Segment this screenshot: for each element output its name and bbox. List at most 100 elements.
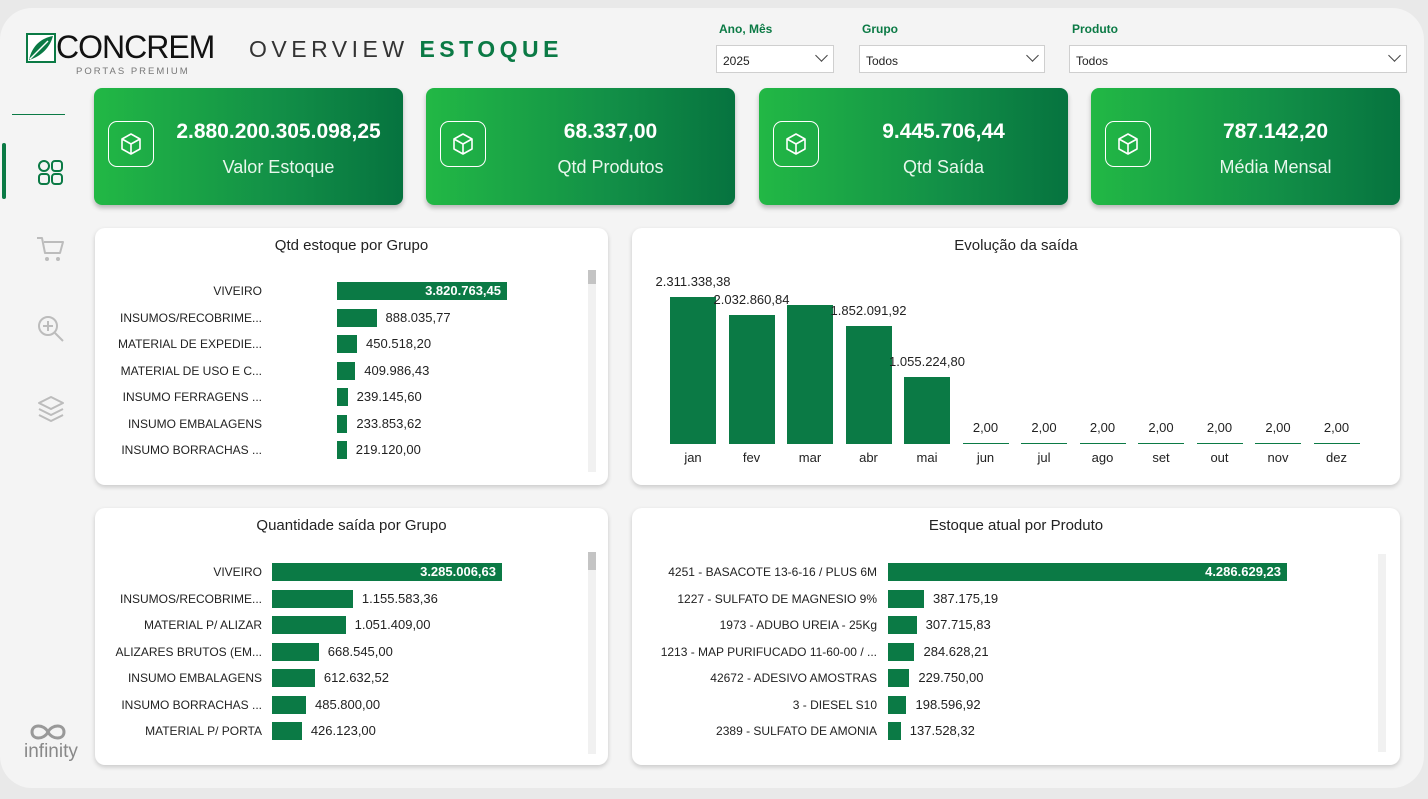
bar-value-label: 2,00 — [1089, 419, 1116, 435]
filter-value: Todos — [866, 54, 899, 68]
kpi-card-media-mensal: 787.142,20 Média Mensal — [1091, 88, 1400, 205]
scrollbar-thumb[interactable] — [588, 552, 596, 570]
filter-value: Todos — [1076, 54, 1109, 68]
bar-value-label: 219.120,00 — [355, 442, 421, 457]
bar[interactable] — [337, 414, 348, 433]
bar[interactable] — [888, 616, 917, 634]
filter-select-grupo[interactable]: Todos — [859, 45, 1045, 73]
axis-tick-label: fev — [742, 450, 761, 465]
bar-value-label: 3.285.006,63 — [420, 564, 496, 579]
bar[interactable] — [845, 326, 892, 444]
bar[interactable] — [337, 361, 356, 380]
bar-value-label: 233.853,62 — [356, 415, 422, 431]
layers-icon[interactable] — [36, 394, 66, 424]
kpi-label: Valor Estoque — [222, 157, 335, 177]
bar[interactable] — [670, 297, 716, 444]
bar[interactable] — [888, 695, 907, 714]
kpi-card-qtd-produtos: 68.337,00 Qtd Produtos — [426, 88, 735, 205]
bar-value-label: 2.311.338,38 — [655, 274, 731, 289]
bar[interactable] — [1138, 442, 1184, 444]
axis-tick-label: set — [1152, 450, 1170, 465]
filter-label-grupo: Grupo — [862, 22, 898, 36]
bar[interactable] — [337, 441, 347, 459]
bar[interactable] — [1313, 442, 1360, 444]
zoom-in-icon[interactable] — [36, 314, 66, 344]
kpi-label: Qtd Produtos — [557, 157, 664, 177]
scrollbar[interactable] — [588, 552, 596, 754]
bar[interactable] — [337, 282, 507, 300]
kpi-card-qtd-saida: 9.445.706,44 Qtd Saída — [759, 88, 1068, 205]
bar[interactable] — [272, 563, 502, 581]
axis-tick-label: mai — [916, 450, 938, 465]
bar-value-label: 137.528,32 — [909, 723, 975, 738]
bar[interactable] — [1079, 442, 1126, 444]
box-icon — [440, 121, 486, 167]
scrollbar[interactable] — [1378, 554, 1386, 752]
chart-card-estoque-grupo: Qtd estoque por Grupo VIVEIRO 3.820.763,4… — [95, 228, 608, 485]
axis-tick-label: abr — [859, 450, 878, 465]
bar[interactable] — [888, 642, 915, 661]
bar[interactable] — [1021, 442, 1067, 444]
bar-value-label: 1.055.224,80 — [889, 353, 965, 369]
bar[interactable] — [1255, 442, 1301, 444]
bar[interactable] — [888, 669, 910, 687]
filter-select-ano-mes[interactable]: 2025 — [716, 45, 834, 73]
bar-value-label: 2,00 — [1323, 419, 1350, 435]
axis-tick-label: dez — [1326, 450, 1347, 465]
bar-category-label: ALIZARES BRUTOS (EM... — [115, 644, 262, 659]
bar[interactable] — [272, 669, 315, 687]
kpi-card-valor-estoque: 2.880.200.305.098,25 Valor Estoque — [94, 88, 403, 205]
axis-tick-label: jun — [976, 450, 995, 465]
bar[interactable] — [272, 722, 302, 740]
cart-icon[interactable] — [36, 234, 66, 264]
bar-value-label: 2.032.860,84 — [713, 291, 790, 307]
bar[interactable] — [337, 308, 377, 327]
bar-category-label: 3 - DIESEL S10 — [792, 697, 877, 712]
bar[interactable] — [904, 376, 950, 444]
bar-category-label: MATERIAL DE EXPEDIE... — [117, 337, 262, 351]
bar[interactable] — [272, 589, 353, 608]
box-icon — [773, 121, 819, 167]
scrollbar-thumb[interactable] — [588, 270, 596, 284]
bar[interactable] — [337, 388, 348, 406]
dashboard-grid-icon[interactable] — [36, 158, 66, 188]
chart-card-saida-grupo: Quantidade saída por Grupo VIVEIRO 3.285.… — [95, 508, 608, 765]
bar[interactable] — [1196, 442, 1243, 444]
bar[interactable] — [888, 589, 925, 608]
kpi-value: 9.445.706,44 — [882, 120, 1005, 143]
brand-name: CONCREM — [56, 29, 215, 65]
bar[interactable] — [787, 305, 833, 444]
bar-value-label: 284.628,21 — [923, 643, 989, 659]
axis-tick-label: jul — [1037, 450, 1051, 465]
bar-category-label: INSUMO EMBALAGENS — [127, 416, 262, 431]
bar[interactable] — [962, 442, 1009, 444]
bar[interactable] — [888, 722, 901, 740]
bar-value-label: 4.286.629,23 — [1205, 564, 1281, 579]
filter-label-produto: Produto — [1072, 22, 1118, 36]
scrollbar[interactable] — [588, 270, 596, 472]
bar[interactable] — [888, 563, 1287, 581]
bar[interactable] — [272, 616, 346, 634]
bar-value-label: 450.518,20 — [366, 336, 432, 351]
bar[interactable] — [337, 335, 358, 353]
bar[interactable] — [272, 642, 319, 661]
chart-title: Evolução da saída — [954, 237, 1078, 254]
bar-category-label: VIVEIRO — [213, 284, 262, 298]
bar-category-label: 1213 - MAP PURIFUCADO 11-60-00 / ... — [660, 644, 877, 659]
infinity-logo-icon — [30, 724, 66, 740]
chart-title: Estoque atual por Produto — [928, 517, 1104, 534]
bar-category-label: INSUMO BORRACHAS ... — [121, 697, 262, 712]
bar-category-label: VIVEIRO — [213, 565, 262, 579]
bar[interactable] — [728, 314, 775, 444]
bar-value-label: 198.596,92 — [915, 696, 981, 712]
bar-value-label: 2,00 — [972, 419, 999, 435]
bar-category-label: INSUMOS/RECOBRIME... — [119, 310, 262, 325]
bar-value-label: 239.145,60 — [356, 389, 422, 404]
bar-category-label: INSUMOS/RECOBRIME... — [119, 591, 262, 606]
filter-select-produto[interactable]: Todos — [1069, 45, 1407, 73]
bar[interactable] — [272, 695, 306, 714]
kpi-label: Qtd Saída — [902, 157, 985, 177]
bar-value-label: 612.632,52 — [323, 670, 389, 685]
chart-title: Quantidade saída por Grupo — [256, 517, 447, 534]
axis-tick-label: out — [1210, 450, 1229, 465]
